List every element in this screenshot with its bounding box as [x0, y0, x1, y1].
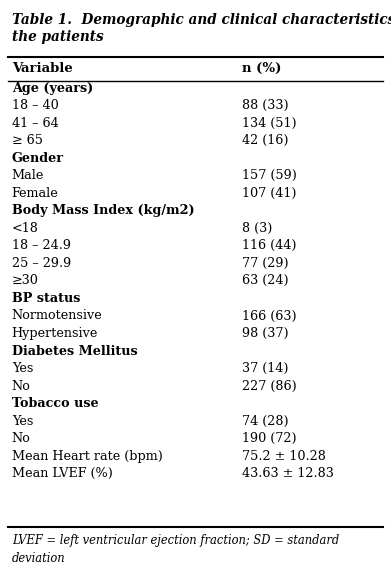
Text: 75.2 ± 10.28: 75.2 ± 10.28 — [242, 450, 326, 463]
Text: 134 (51): 134 (51) — [242, 116, 297, 130]
Text: 18 – 24.9: 18 – 24.9 — [12, 239, 71, 252]
Text: 116 (44): 116 (44) — [242, 239, 297, 252]
Text: 74 (28): 74 (28) — [242, 415, 289, 428]
Text: 43.63 ± 12.83: 43.63 ± 12.83 — [242, 467, 334, 481]
Text: 227 (86): 227 (86) — [242, 379, 297, 392]
Text: 63 (24): 63 (24) — [242, 274, 289, 287]
Text: 166 (63): 166 (63) — [242, 310, 297, 323]
Text: No: No — [12, 379, 30, 392]
Text: Yes: Yes — [12, 415, 33, 428]
Text: 18 – 40: 18 – 40 — [12, 99, 59, 112]
Text: 77 (29): 77 (29) — [242, 257, 289, 270]
Text: Tobacco use: Tobacco use — [12, 397, 99, 410]
Text: Diabetes Mellitus: Diabetes Mellitus — [12, 345, 137, 357]
Text: 157 (59): 157 (59) — [242, 169, 297, 182]
Text: Yes: Yes — [12, 362, 33, 375]
Text: the patients: the patients — [12, 30, 103, 44]
Text: 8 (3): 8 (3) — [242, 222, 273, 235]
Text: ≥30: ≥30 — [12, 274, 39, 287]
Text: 88 (33): 88 (33) — [242, 99, 289, 112]
Text: Table 1.  Demographic and clinical characteristics of: Table 1. Demographic and clinical charac… — [12, 13, 391, 27]
Text: <18: <18 — [12, 222, 39, 235]
Text: 42 (16): 42 (16) — [242, 134, 289, 147]
Text: Female: Female — [12, 187, 59, 200]
Text: Mean Heart rate (bpm): Mean Heart rate (bpm) — [12, 450, 163, 463]
Text: 190 (72): 190 (72) — [242, 432, 297, 445]
Text: 107 (41): 107 (41) — [242, 187, 297, 200]
Text: Normotensive: Normotensive — [12, 310, 102, 323]
Text: ≥ 65: ≥ 65 — [12, 134, 43, 147]
Text: 98 (37): 98 (37) — [242, 327, 289, 340]
Text: Body Mass Index (kg/m2): Body Mass Index (kg/m2) — [12, 204, 194, 218]
Text: Male: Male — [12, 169, 44, 182]
Text: Variable: Variable — [12, 62, 72, 75]
Text: Mean LVEF (%): Mean LVEF (%) — [12, 467, 113, 481]
Text: No: No — [12, 432, 30, 445]
Text: n (%): n (%) — [242, 62, 282, 75]
Text: BP status: BP status — [12, 292, 80, 305]
Text: Gender: Gender — [12, 152, 64, 165]
Text: Hypertensive: Hypertensive — [12, 327, 98, 340]
Text: deviation: deviation — [12, 552, 65, 565]
Text: Age (years): Age (years) — [12, 82, 93, 94]
Text: LVEF = left ventricular ejection fraction; SD = standard: LVEF = left ventricular ejection fractio… — [12, 534, 339, 547]
Text: 25 – 29.9: 25 – 29.9 — [12, 257, 71, 270]
Text: 41 – 64: 41 – 64 — [12, 116, 59, 130]
Text: 37 (14): 37 (14) — [242, 362, 289, 375]
